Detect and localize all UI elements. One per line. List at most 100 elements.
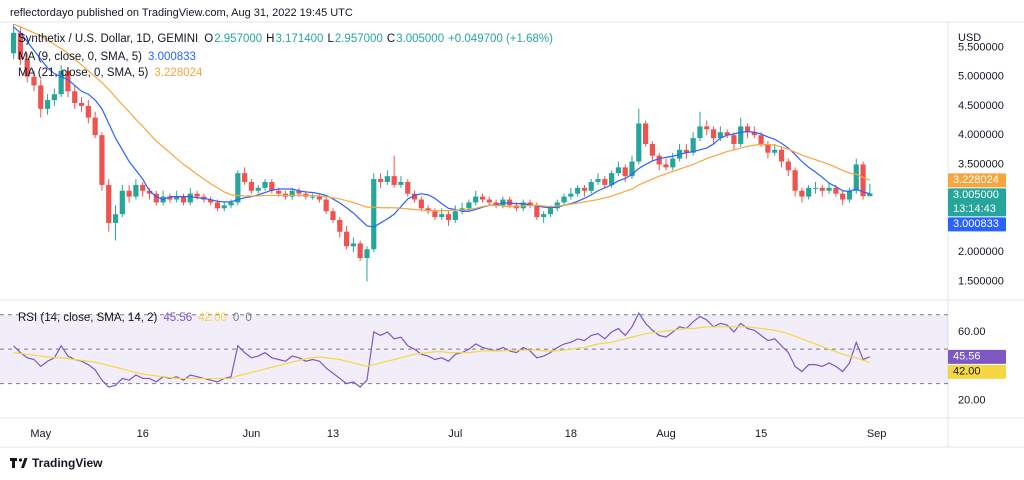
y-tick-label: 20.00 [958, 395, 986, 407]
legend-series-name: MA (21, close, 0, SMA, 5) [18, 67, 149, 79]
y-tick-label: 1.500000 [958, 275, 1004, 287]
candle-body [704, 126, 710, 130]
candle-body [493, 202, 499, 206]
candle-body [242, 173, 248, 182]
candle-body [738, 126, 744, 144]
candle-body [384, 176, 390, 182]
x-tick-label: 15 [755, 428, 767, 440]
candle-body [826, 187, 832, 191]
candle-body [731, 135, 737, 144]
candle-body [85, 105, 91, 118]
legend-ohlc-value: 3.171400 [275, 33, 323, 45]
publish-header: reflectordayo published on TradingView.c… [10, 7, 353, 19]
y-tick-label: 4.000000 [958, 129, 1004, 141]
candle-body [602, 179, 608, 185]
last-value-box [948, 349, 1006, 364]
legend-change: +0.049700 (+1.68%) [448, 33, 553, 45]
candle-body [663, 164, 669, 168]
last-value-label: 3.228024 [953, 174, 999, 186]
candle-body [670, 158, 676, 168]
rsi-pane [0, 311, 948, 388]
x-tick-label: Sep [867, 428, 887, 440]
candle-body [853, 164, 859, 191]
candle-body [10, 32, 17, 54]
x-tick-label: 18 [565, 428, 577, 440]
y-tick-label: 5.500000 [958, 41, 1004, 53]
candle-body [778, 149, 785, 162]
candle-body [717, 132, 723, 139]
candle-body [418, 199, 424, 209]
candle-body [310, 196, 316, 198]
legend-series-value: 3.228024 [154, 67, 203, 79]
candle-body [38, 85, 44, 109]
candle-body [751, 132, 757, 136]
legend-extra-value: 0 [233, 312, 239, 324]
candle-body [262, 181, 268, 188]
candle-body [126, 190, 132, 197]
candle-body [153, 193, 159, 203]
candle-body [119, 190, 125, 215]
legend-series-value: 45.56 [163, 312, 192, 324]
candle-body [615, 167, 622, 174]
logo-mark [10, 458, 17, 468]
legend-ohlc-key: L [327, 33, 334, 45]
candle-body [432, 211, 438, 218]
candle-body [31, 76, 37, 86]
legend-title: Synthetix / U.S. Dollar, 1D, GEMINI [18, 33, 198, 45]
candle-body [72, 91, 78, 103]
candle-body [364, 249, 370, 259]
candle-body [642, 123, 649, 144]
last-value-label: 45.56 [953, 351, 981, 363]
candle-body [697, 126, 703, 139]
candle-body [547, 208, 554, 215]
series-line [13, 311, 871, 388]
y-tick-label: 2.000000 [958, 246, 1004, 258]
candle-body [710, 129, 717, 139]
candle-body [235, 173, 241, 203]
candle-body [466, 202, 472, 209]
candle-body [391, 176, 397, 185]
candle-body [146, 190, 153, 194]
candle-body [846, 190, 853, 200]
candle-body [140, 184, 146, 191]
candle-body [527, 202, 533, 206]
candle-body [649, 143, 655, 156]
legend-ohlc-value: 3.005000 [396, 33, 444, 45]
candle-body [833, 187, 839, 194]
candle-body [330, 211, 336, 221]
candle-body [350, 243, 356, 247]
candle-body [214, 202, 221, 209]
candle-body [765, 143, 771, 153]
candle-body [758, 135, 764, 144]
candle-body [357, 243, 363, 259]
candle-body [17, 32, 23, 60]
brand-name: TradingView [32, 456, 103, 470]
x-tick-label: May [30, 428, 51, 440]
candle-body [629, 161, 635, 177]
logo-mark [21, 458, 28, 468]
candle-body [323, 199, 329, 212]
last-value-label: 3.000833 [953, 218, 999, 230]
price-pane [10, 24, 873, 282]
candle-body [24, 59, 30, 77]
candle-body [806, 187, 812, 197]
x-tick-label: 16 [137, 428, 149, 440]
candle-body [255, 187, 261, 191]
candle-body [65, 70, 71, 92]
candle-body [106, 184, 112, 223]
candle-body [371, 179, 377, 250]
candle-body [452, 211, 458, 221]
x-tick-label: Jun [243, 428, 261, 440]
candle-body [343, 231, 350, 247]
candle-body [269, 181, 275, 191]
candle-body [636, 123, 642, 162]
candle-body [568, 193, 574, 197]
candle-body [167, 196, 173, 200]
y-tick-label: 5.000000 [958, 71, 1004, 83]
candle-body [377, 179, 384, 182]
candle-body [656, 155, 662, 165]
candle-body [683, 149, 689, 153]
